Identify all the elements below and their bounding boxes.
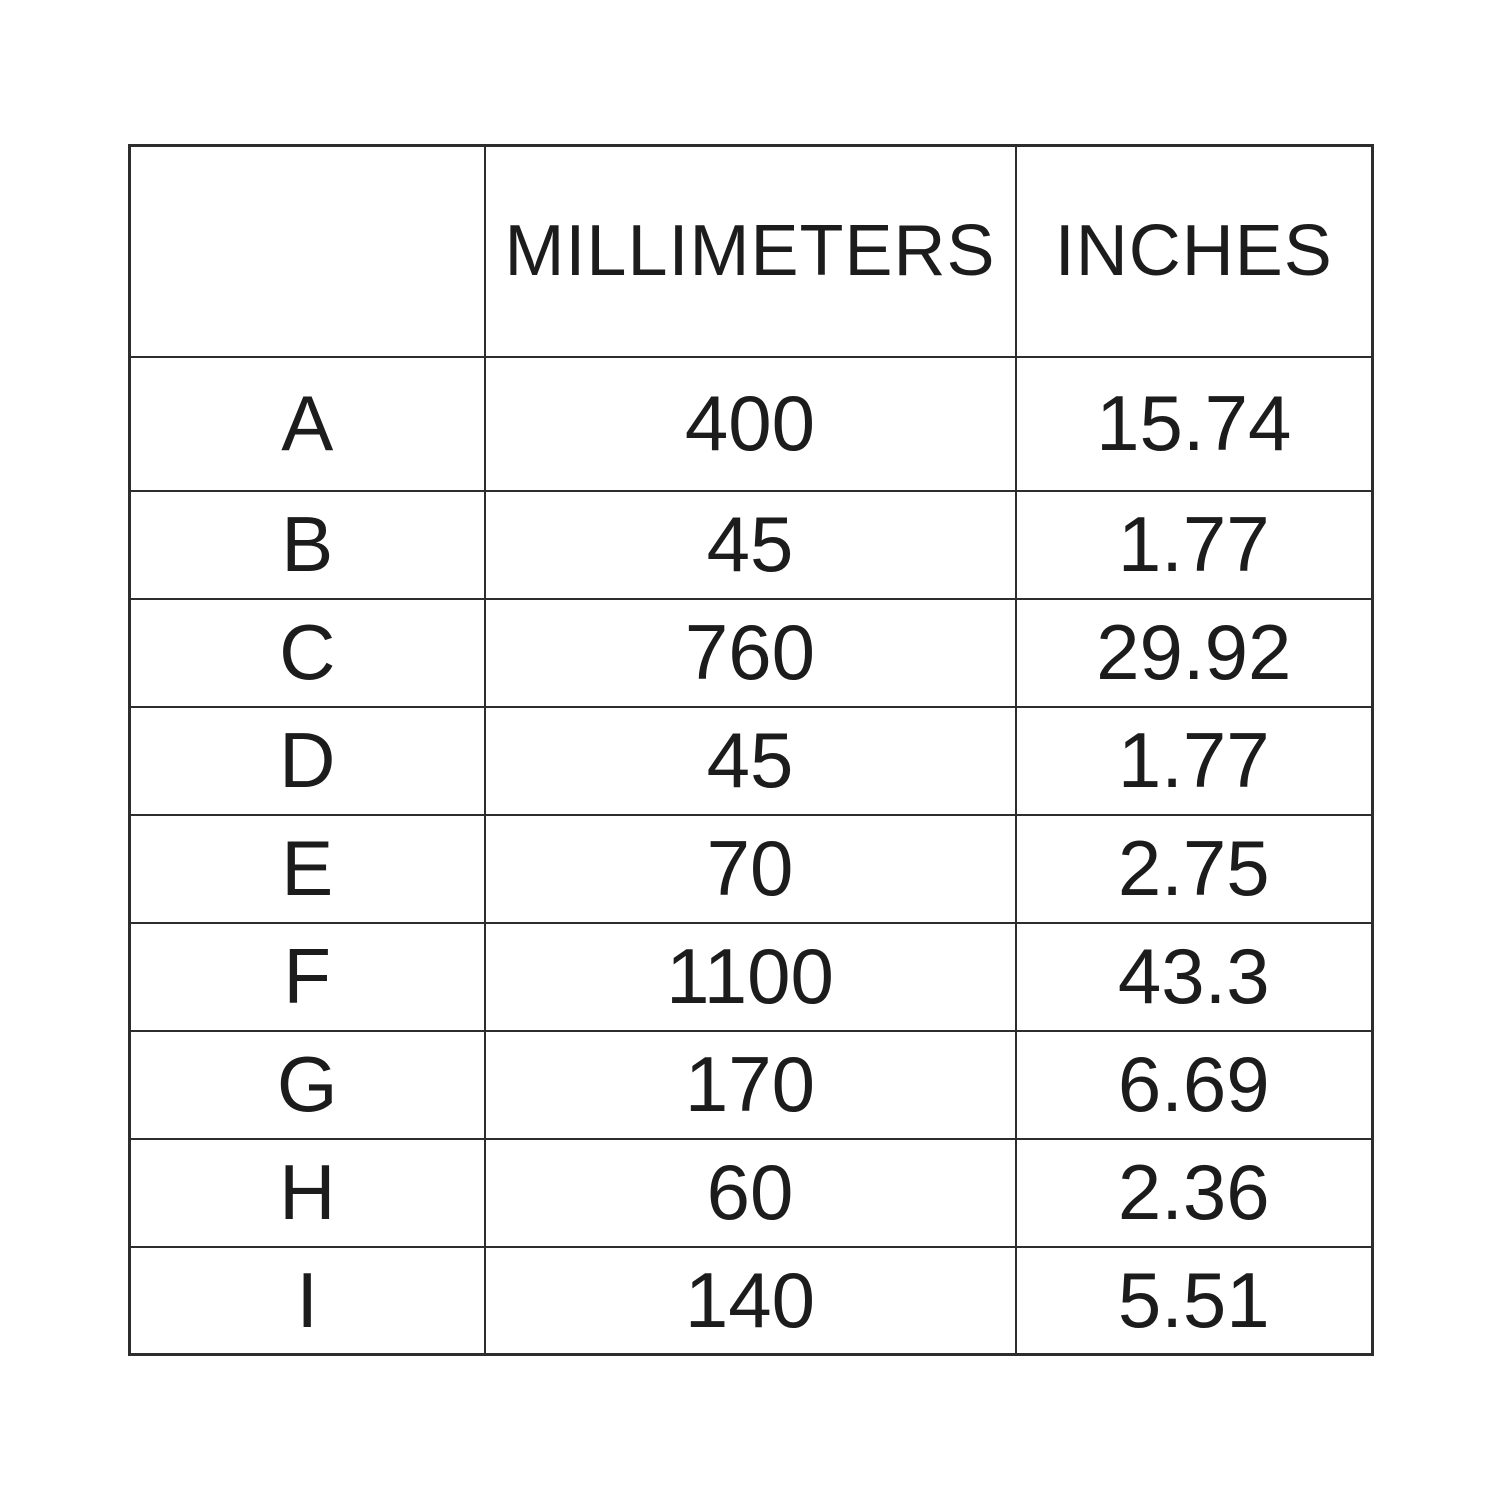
inches-value-cell: 15.74: [1014, 355, 1374, 492]
mm-value-cell: 140: [483, 1245, 1017, 1356]
table-row-g: G 170 6.69: [128, 1029, 1374, 1140]
row-label-cell: A: [128, 355, 486, 492]
inches-value-cell: 2.36: [1014, 1137, 1374, 1248]
mm-value-cell: 45: [483, 705, 1017, 816]
table-row-f: F 1100 43.3: [128, 921, 1374, 1032]
table-row-c: C 760 29.92: [128, 597, 1374, 708]
inches-value-cell: 5.51: [1014, 1245, 1374, 1356]
header-cell-millimeters: MILLIMETERS: [483, 144, 1017, 358]
inches-value-cell: 2.75: [1014, 813, 1374, 924]
table-row-e: E 70 2.75: [128, 813, 1374, 924]
inches-value-cell: 1.77: [1014, 705, 1374, 816]
table-row-b: B 45 1.77: [128, 489, 1374, 600]
mm-value-cell: 60: [483, 1137, 1017, 1248]
row-label-cell: D: [128, 705, 486, 816]
inches-value-cell: 29.92: [1014, 597, 1374, 708]
mm-value-cell: 1100: [483, 921, 1017, 1032]
row-label-cell: G: [128, 1029, 486, 1140]
mm-value-cell: 170: [483, 1029, 1017, 1140]
mm-value-cell: 45: [483, 489, 1017, 600]
mm-value-cell: 70: [483, 813, 1017, 924]
dimensions-table: MILLIMETERS INCHES A 400 15.74 B 45 1.77…: [128, 144, 1374, 1356]
row-label-cell: C: [128, 597, 486, 708]
inches-value-cell: 43.3: [1014, 921, 1374, 1032]
table-header-row: MILLIMETERS INCHES: [128, 144, 1374, 358]
table-row-d: D 45 1.77: [128, 705, 1374, 816]
table-row-h: H 60 2.36: [128, 1137, 1374, 1248]
header-cell-inches: INCHES: [1014, 144, 1374, 358]
inches-value-cell: 1.77: [1014, 489, 1374, 600]
row-label-cell: H: [128, 1137, 486, 1248]
header-cell-blank: [128, 144, 486, 358]
table-row-i: I 140 5.51: [128, 1245, 1374, 1356]
row-label-cell: B: [128, 489, 486, 600]
mm-value-cell: 400: [483, 355, 1017, 492]
table-row-a: A 400 15.74: [128, 355, 1374, 492]
inches-value-cell: 6.69: [1014, 1029, 1374, 1140]
row-label-cell: I: [128, 1245, 486, 1356]
row-label-cell: E: [128, 813, 486, 924]
row-label-cell: F: [128, 921, 486, 1032]
mm-value-cell: 760: [483, 597, 1017, 708]
